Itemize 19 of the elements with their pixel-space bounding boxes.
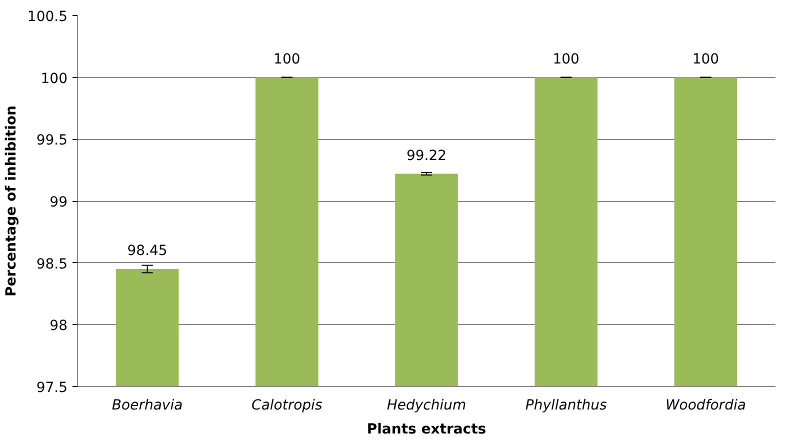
x-tick-label: Hedychium xyxy=(386,398,466,414)
y-tick-label: 100 xyxy=(40,70,68,87)
x-axis-title: Plants extracts xyxy=(366,422,486,438)
y-axis-title: Percentage of inhibition xyxy=(3,106,20,296)
x-tick-label: Phyllanthus xyxy=(525,398,607,414)
y-tick-label: 98.5 xyxy=(36,256,68,272)
x-tick-label: Calotropis xyxy=(252,398,322,414)
y-tick-label: 99.5 xyxy=(36,132,68,149)
y-tick-label: 99 xyxy=(50,194,68,210)
data-label: 100 xyxy=(692,51,720,68)
y-tick-label: 100.5 xyxy=(27,9,68,25)
y-tick-label: 97.5 xyxy=(36,380,68,396)
data-label: 100 xyxy=(552,51,580,68)
y-tick-label: 98 xyxy=(50,318,68,334)
data-label: 98.45 xyxy=(127,243,168,260)
data-label: 100 xyxy=(274,51,300,68)
data-label: 99.22 xyxy=(406,148,447,164)
x-tick-label: Boerhavia xyxy=(112,398,183,414)
x-tick-label: Woodfordia xyxy=(665,398,746,414)
